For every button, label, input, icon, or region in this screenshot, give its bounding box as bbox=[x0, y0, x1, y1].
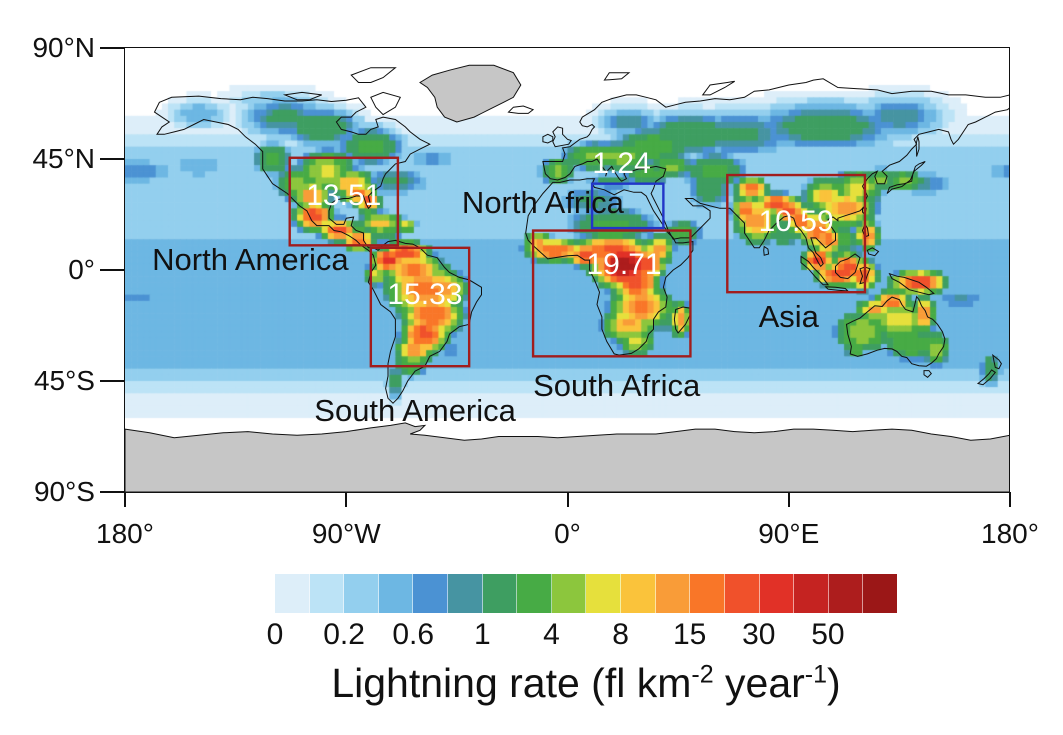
region-value-north-africa: 1.24 bbox=[592, 146, 651, 180]
colorbar-tick-30: 30 bbox=[742, 618, 776, 651]
island-coastline-15 bbox=[845, 295, 946, 367]
colorbar-segment-0 bbox=[275, 574, 310, 613]
island-coastline-12 bbox=[915, 136, 920, 157]
y-axis-label-90-s: 90°S bbox=[33, 476, 95, 507]
island-coastline-4 bbox=[800, 255, 830, 286]
island-coastline-11 bbox=[886, 161, 926, 194]
eurasia-coastline bbox=[542, 78, 1010, 268]
x-axis-label-2: 0° bbox=[554, 518, 581, 549]
caption-text-3: ) bbox=[827, 660, 841, 706]
colorbar-segment-17 bbox=[863, 574, 897, 613]
island-coastline-17 bbox=[992, 353, 1002, 370]
x-axis-tick-3 bbox=[787, 492, 790, 507]
colorbar-tick-0.2: 0.2 bbox=[323, 618, 365, 651]
region-value-south-africa: 19.71 bbox=[586, 248, 662, 282]
colorbar-segment-3 bbox=[378, 574, 414, 613]
region-label-south-america: South America bbox=[314, 392, 516, 428]
americas-coastline bbox=[153, 95, 482, 404]
region-label-north-america: North America bbox=[152, 242, 349, 278]
island-coastline-18 bbox=[976, 369, 997, 386]
island-coastline-22 bbox=[701, 80, 735, 96]
greenland-landmass bbox=[419, 64, 522, 123]
colorbar-segment-13 bbox=[724, 574, 760, 613]
region-label-north-africa: North Africa bbox=[461, 185, 624, 221]
caption-sup-minus1: -1 bbox=[804, 660, 828, 689]
colorbar-caption: Lightning rate (fl km-2 year-1) bbox=[245, 660, 927, 707]
colorbar-segment-16 bbox=[828, 574, 864, 613]
africa-coastline bbox=[525, 178, 694, 356]
y-axis-label-45-s: 45°S bbox=[33, 365, 95, 396]
island-coastline-10 bbox=[866, 247, 880, 257]
colorbar-tick-4: 4 bbox=[543, 618, 560, 651]
colorbar-tick-0: 0 bbox=[266, 618, 284, 651]
y-axis-label-90-n: 90°N bbox=[32, 32, 95, 63]
coastline-layer bbox=[125, 64, 1010, 492]
island-coastline-2 bbox=[542, 133, 554, 144]
y-axis-tick-45-s bbox=[100, 380, 125, 382]
colorbar-segment-10 bbox=[621, 574, 656, 613]
x-axis-tick-4 bbox=[1009, 492, 1011, 507]
x-axis-label-0: 180° bbox=[96, 518, 154, 549]
y-axis-label-45-n: 45°N bbox=[32, 143, 95, 174]
region-box-south-america bbox=[369, 246, 471, 368]
region-box-south-africa bbox=[531, 229, 692, 358]
region-value-south-america: 15.33 bbox=[387, 277, 463, 311]
colorbar-segment-1 bbox=[309, 574, 345, 613]
colorbar-segment-4 bbox=[413, 574, 449, 613]
colorbar-tick-0.6: 0.6 bbox=[392, 618, 435, 651]
x-axis-label-3: 90°E bbox=[758, 518, 820, 549]
island-coastline-20 bbox=[282, 91, 322, 101]
y-axis-tick-45-n bbox=[100, 158, 125, 160]
region-box-asia bbox=[726, 173, 867, 294]
region-label-asia: Asia bbox=[758, 298, 819, 334]
colorbar-segment-8 bbox=[551, 574, 587, 613]
x-axis-tick-0 bbox=[124, 492, 126, 507]
colorbar-segment-6 bbox=[482, 574, 518, 613]
x-axis-label-4: 180° bbox=[981, 518, 1039, 549]
region-value-asia: 10.59 bbox=[758, 204, 834, 238]
caption-text-2: year bbox=[713, 660, 805, 706]
y-axis-label-0-: 0° bbox=[68, 254, 95, 285]
region-value-north-america: 13.51 bbox=[306, 179, 382, 212]
caption-text: Lightning rate (fl km bbox=[331, 660, 692, 706]
colorbar-segment-12 bbox=[690, 574, 725, 613]
island-coastline-16 bbox=[923, 370, 932, 378]
x-axis-tick-2 bbox=[566, 492, 569, 507]
colorbar-segment-5 bbox=[448, 574, 483, 613]
island-coastline-13 bbox=[763, 245, 770, 256]
caption-sup-minus2: -2 bbox=[691, 660, 714, 689]
colorbar-segment-2 bbox=[344, 574, 379, 613]
colorbar-tick-50: 50 bbox=[811, 618, 845, 651]
island-coastline-19 bbox=[370, 91, 402, 116]
lightning-heatmap-layer bbox=[125, 48, 1010, 492]
colorbar-tick-1: 1 bbox=[473, 618, 491, 651]
colorbar-tick-8: 8 bbox=[612, 618, 629, 651]
island-coastline-23 bbox=[603, 72, 631, 81]
region-box-north-america bbox=[288, 156, 400, 247]
colorbar-segment-15 bbox=[794, 574, 829, 613]
colorbar-segment-14 bbox=[759, 574, 795, 613]
colorbar bbox=[275, 574, 897, 613]
island-coastline-0 bbox=[673, 306, 691, 334]
region-label-south-africa: South Africa bbox=[533, 367, 701, 403]
island-coastline-8 bbox=[888, 272, 935, 296]
island-coastline-6 bbox=[835, 253, 861, 280]
colorbar-segment-9 bbox=[586, 574, 622, 613]
y-axis-tick-90-s bbox=[100, 491, 125, 493]
antarctica-landmass bbox=[125, 422, 1010, 492]
x-axis-label-1: 90°W bbox=[311, 518, 381, 549]
colorbar-segment-11 bbox=[655, 574, 691, 613]
island-coastline-3 bbox=[507, 105, 535, 114]
island-coastline-21 bbox=[350, 67, 397, 83]
y-axis-tick-90-n bbox=[100, 47, 125, 49]
colorbar-segment-7 bbox=[517, 574, 552, 613]
y-axis-tick-0- bbox=[100, 269, 125, 271]
region-box-north-africa bbox=[590, 182, 665, 230]
x-axis-tick-1 bbox=[345, 492, 348, 507]
island-coastline-1 bbox=[552, 126, 572, 148]
colorbar-tick-15: 15 bbox=[672, 618, 707, 651]
